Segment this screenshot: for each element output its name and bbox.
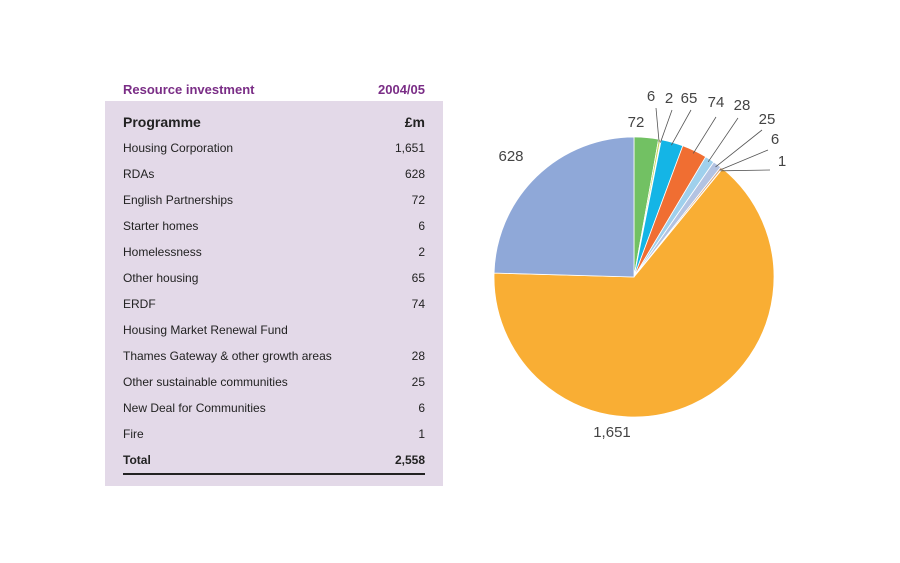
pie-label: 25 (759, 111, 776, 128)
pie-label: 6 (771, 131, 779, 148)
row-value: 65 (411, 271, 425, 285)
row-label: New Deal for Communities (123, 401, 266, 415)
row-label: English Partnerships (123, 193, 234, 207)
leader-line (655, 107, 660, 143)
table-year: 2004/05 (378, 81, 425, 97)
pie-label: 72 (628, 114, 645, 131)
table-row: Other housing 65 (123, 267, 425, 289)
leader-line (707, 117, 739, 163)
pie-label: 74 (708, 94, 725, 111)
row-label: Starter homes (123, 219, 199, 233)
pie-label: 6 (647, 88, 655, 105)
table-column-headers: Programme £m (123, 111, 425, 133)
table-row: Other sustainable communities 25 (123, 371, 425, 393)
table-row: ERDF 74 (123, 293, 425, 315)
programme-table: Programme £m Housing Corporation 1,651 R… (105, 101, 443, 486)
leader-line (719, 149, 769, 171)
pie-label: 28 (734, 97, 751, 114)
table-row: Fire 1 (123, 423, 425, 445)
row-label: Other sustainable communities (123, 375, 288, 389)
total-value: 2,558 (394, 453, 425, 467)
row-label: Housing Corporation (123, 141, 234, 155)
table-row: Housing Corporation 1,651 (123, 137, 425, 159)
leader-line (660, 109, 673, 143)
pie-label: 1,651 (593, 424, 631, 441)
row-label: Thames Gateway & other growth areas (123, 349, 332, 363)
row-value: 628 (404, 167, 425, 181)
row-value: 72 (411, 193, 425, 207)
row-label: Housing Market Renewal Fund (123, 323, 288, 337)
row-value: 1,651 (394, 141, 425, 155)
total-rule (123, 473, 425, 475)
row-value: 25 (411, 375, 425, 389)
table-row: Housing Market Renewal Fund (123, 319, 425, 341)
pie-label: 628 (498, 148, 523, 165)
table-row: English Partnerships 72 (123, 189, 425, 211)
table-row: Thames Gateway & other growth areas 28 (123, 345, 425, 367)
row-value: 2 (418, 245, 425, 259)
leader-line (671, 109, 692, 146)
row-value: 28 (411, 349, 425, 363)
table-row: New Deal for Communities 6 (123, 397, 425, 419)
row-value: 6 (418, 401, 425, 415)
table-title: Resource investment (123, 81, 255, 97)
table-header: Resource investment 2004/05 (123, 79, 425, 99)
pie-label: 2 (665, 90, 673, 107)
table-row: Starter homes 6 (123, 215, 425, 237)
leader-line (715, 129, 763, 168)
leader-line (720, 169, 771, 172)
leader-line (692, 116, 717, 154)
row-value: 6 (418, 219, 425, 233)
table-row: Homelessness 2 (123, 241, 425, 263)
row-label: Fire (123, 427, 144, 441)
row-label: ERDF (123, 297, 156, 311)
row-value: 74 (411, 297, 425, 311)
table-row: RDAs 628 (123, 163, 425, 185)
row-label: Homelessness (123, 245, 202, 259)
pie-slice-628 (493, 136, 635, 278)
pie-label: 65 (681, 90, 698, 107)
total-label: Total (123, 453, 151, 467)
row-value: 1 (418, 427, 425, 441)
column-header-amount: £m (404, 114, 425, 130)
pie-label: 1 (778, 153, 786, 170)
pie-slice-1651 (493, 168, 775, 418)
total-row: Total 2,558 (123, 449, 425, 471)
row-label: RDAs (123, 167, 155, 181)
row-label: Other housing (123, 271, 199, 285)
column-header-programme: Programme (123, 114, 201, 130)
